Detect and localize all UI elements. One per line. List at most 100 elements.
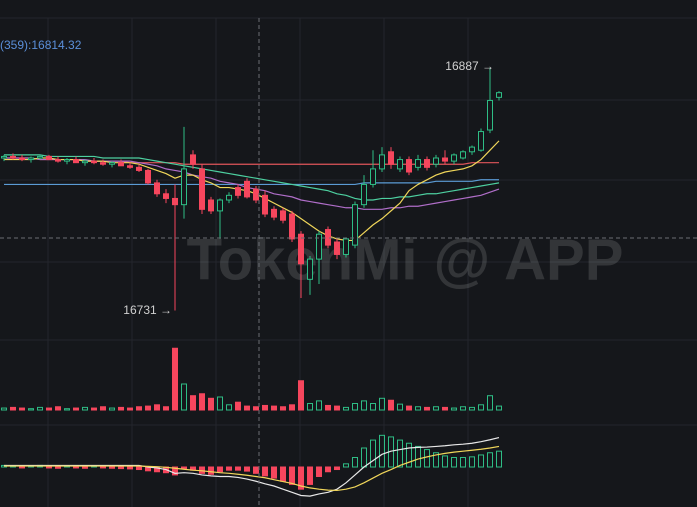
macd-bar bbox=[298, 466, 304, 490]
plot bbox=[1, 67, 502, 497]
volume-bar bbox=[415, 406, 421, 411]
macd-bar bbox=[370, 439, 376, 468]
candle-body bbox=[10, 155, 16, 159]
candle-body bbox=[262, 194, 268, 215]
volume-bar bbox=[487, 395, 493, 411]
indicator-line bbox=[4, 445, 500, 492]
volume-bar bbox=[163, 406, 169, 411]
candle-body bbox=[280, 210, 286, 221]
volume-bar bbox=[64, 408, 70, 411]
candle-body bbox=[181, 168, 187, 206]
macd-bar bbox=[172, 466, 178, 476]
volume-bar bbox=[424, 406, 430, 411]
macd-bar bbox=[280, 466, 286, 482]
macd-bar bbox=[415, 445, 421, 468]
legend-text: (359):16814.32 bbox=[0, 38, 82, 52]
volume-bar bbox=[289, 404, 295, 411]
volume-bar bbox=[10, 406, 16, 411]
macd-bar bbox=[451, 457, 457, 468]
volume-bar bbox=[100, 406, 106, 411]
volume-bar bbox=[280, 406, 286, 411]
candle-body bbox=[37, 155, 43, 159]
candle-body bbox=[415, 159, 421, 168]
macd-bar bbox=[55, 466, 61, 469]
candle-body bbox=[55, 159, 61, 162]
volume-bar bbox=[154, 404, 160, 411]
macd-bar bbox=[136, 466, 142, 471]
volume-bar bbox=[46, 407, 52, 411]
volume-bar bbox=[82, 406, 88, 411]
candle-body bbox=[352, 204, 358, 246]
macd-bar bbox=[118, 466, 124, 470]
candle-body bbox=[136, 166, 142, 171]
candle-body bbox=[451, 154, 457, 162]
macd-bar bbox=[109, 466, 115, 469]
volume-bar bbox=[442, 406, 448, 411]
volume-bar bbox=[217, 396, 223, 411]
volume-bar bbox=[28, 408, 34, 411]
volume-bar bbox=[478, 404, 484, 411]
macd-bar bbox=[487, 452, 493, 468]
candle-body bbox=[343, 238, 349, 255]
candle-body bbox=[271, 208, 277, 218]
volume-bar bbox=[127, 407, 133, 411]
macd-bar bbox=[262, 466, 268, 477]
macd-bar bbox=[208, 466, 214, 475]
candle-body bbox=[1, 155, 7, 159]
volume-bar bbox=[244, 405, 250, 411]
candle-body bbox=[325, 229, 331, 246]
candle-body bbox=[118, 162, 124, 167]
candle-body bbox=[226, 194, 232, 201]
volume-bar bbox=[433, 406, 439, 411]
volume-bar bbox=[469, 406, 475, 411]
candle-body bbox=[370, 168, 376, 185]
candle-body bbox=[64, 159, 70, 162]
low-annotation: 16731 → bbox=[123, 303, 172, 317]
macd-bar bbox=[343, 463, 349, 468]
candle-body bbox=[172, 197, 178, 206]
volume-bar bbox=[370, 403, 376, 411]
macd-bar bbox=[469, 456, 475, 468]
volume-bar bbox=[109, 407, 115, 411]
macd-bar bbox=[46, 466, 52, 469]
volume-bar bbox=[55, 406, 61, 411]
volume-bar bbox=[334, 405, 340, 411]
candle-body bbox=[406, 159, 412, 173]
candle-body bbox=[208, 199, 214, 212]
candle-body bbox=[487, 99, 493, 131]
high-annotation: 16887 → bbox=[445, 59, 494, 73]
volume-bar bbox=[136, 406, 142, 411]
volume-bar bbox=[118, 406, 124, 411]
volume-bar bbox=[406, 405, 412, 411]
macd-bar bbox=[244, 466, 250, 472]
candle-body bbox=[91, 160, 97, 164]
volume-bar bbox=[1, 407, 7, 411]
macd-bar bbox=[316, 466, 322, 477]
volume-bar bbox=[379, 397, 385, 411]
volume-bar bbox=[208, 397, 214, 411]
macd-bar bbox=[442, 455, 448, 468]
volume-bar bbox=[388, 399, 394, 411]
candle-body bbox=[388, 151, 394, 165]
candle-body bbox=[145, 169, 151, 184]
candle-body bbox=[154, 182, 160, 195]
macd-bar bbox=[460, 457, 466, 468]
candle-body bbox=[82, 160, 88, 164]
volume-bar bbox=[451, 407, 457, 411]
volume-bar bbox=[235, 401, 241, 411]
candle-body bbox=[244, 180, 250, 198]
candle-body bbox=[190, 154, 196, 165]
candle-body bbox=[163, 193, 169, 199]
volume-bar bbox=[460, 406, 466, 411]
candle-body bbox=[100, 162, 106, 165]
candle-body bbox=[460, 151, 466, 159]
volume-bar bbox=[37, 406, 43, 411]
macd-bar bbox=[352, 457, 358, 468]
volume-bar bbox=[496, 405, 502, 411]
macd-bar bbox=[217, 466, 223, 473]
candle-body bbox=[46, 155, 52, 161]
candle-body bbox=[298, 233, 304, 265]
candle-body bbox=[253, 188, 259, 201]
indicator-line bbox=[4, 157, 500, 210]
